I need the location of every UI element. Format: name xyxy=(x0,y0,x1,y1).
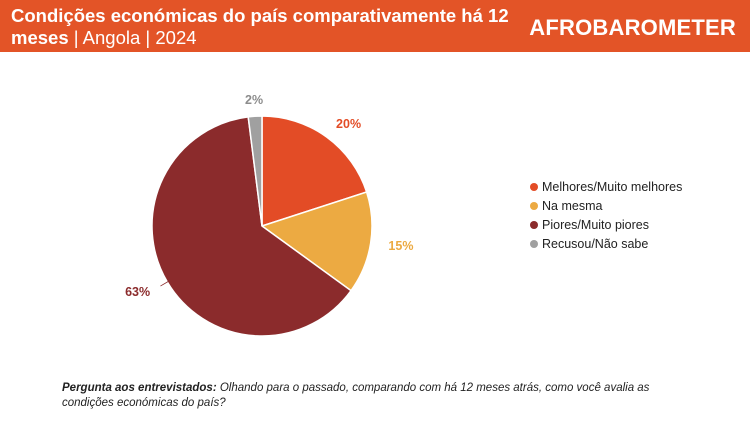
afrobarometer-logo: AFROBAROMETER xyxy=(529,15,736,40)
pie-slice-4 xyxy=(247,115,263,227)
header-bar: Condições económicas do país comparativa… xyxy=(0,0,750,52)
legend-swatch xyxy=(530,240,538,248)
pie-label-1: 20% xyxy=(336,117,361,131)
legend-item-2: Na mesma xyxy=(530,199,730,214)
legend-label: Na mesma xyxy=(542,199,603,213)
question-text: Olhando para o passado, comparando com h… xyxy=(62,382,650,409)
legend-item-3: Piores/Muito piores xyxy=(530,218,730,233)
pie-slice-2 xyxy=(260,191,373,292)
chart-legend: Melhores/Muito melhores Na mesma Piores/Mu… xyxy=(530,180,730,256)
legend-swatch xyxy=(530,183,538,191)
legend-label: Recusou/Não sabe xyxy=(542,237,649,251)
legend-item-4: Recusou/Não sabe xyxy=(530,237,730,252)
legend-label: Melhores/Muito melhores xyxy=(542,180,683,194)
pie-slice-1 xyxy=(261,115,368,228)
question-label: Pergunta aos entrevistados: xyxy=(62,382,217,394)
pie-leader-line xyxy=(160,280,170,287)
pie-chart: 20% 15% 63% 2% xyxy=(125,93,413,337)
title-main: Condições económicas do país comparativa… xyxy=(11,5,509,48)
title-subtitle: | Angola | 2024 xyxy=(73,27,197,48)
pie-label-4: 2% xyxy=(245,93,263,107)
chart-title: Condições económicas do país comparativa… xyxy=(11,5,531,49)
survey-question: Pergunta aos entrevistados: Olhando para… xyxy=(62,381,702,411)
legend-item-1: Melhores/Muito melhores xyxy=(530,180,730,195)
pie-label-2: 15% xyxy=(388,239,413,253)
pie-label-3: 63% xyxy=(125,285,150,299)
legend-swatch xyxy=(530,202,538,210)
legend-label: Piores/Muito piores xyxy=(542,218,649,232)
legend-swatch xyxy=(530,221,538,229)
